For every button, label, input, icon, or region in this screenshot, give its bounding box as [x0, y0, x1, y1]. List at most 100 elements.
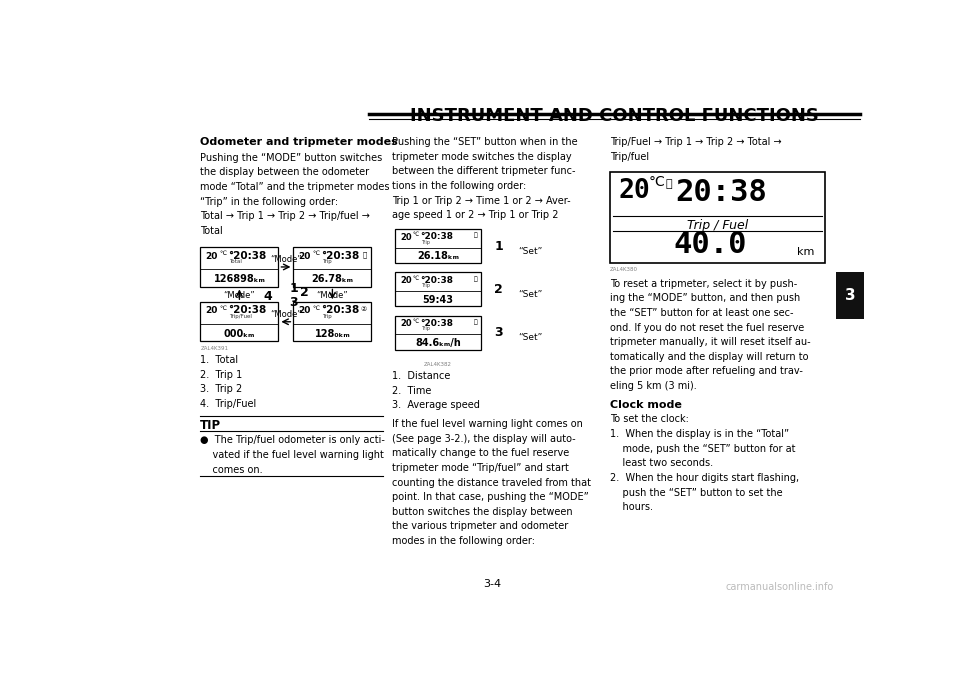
Text: ℃: ℃	[219, 251, 226, 256]
Text: °C: °C	[648, 176, 665, 189]
Text: counting the distance traveled from that: counting the distance traveled from that	[392, 477, 590, 487]
FancyBboxPatch shape	[836, 272, 864, 319]
Text: If the fuel level warning light comes on: If the fuel level warning light comes on	[392, 419, 583, 429]
Text: vated if the fuel level warning light: vated if the fuel level warning light	[201, 450, 384, 460]
Text: 2: 2	[300, 286, 309, 299]
Text: 59:43: 59:43	[422, 294, 453, 304]
Text: tripmeter mode “Trip/fuel” and start: tripmeter mode “Trip/fuel” and start	[392, 463, 568, 473]
Text: 40.0: 40.0	[673, 230, 747, 259]
FancyBboxPatch shape	[396, 229, 481, 263]
Text: Trip 1 or Trip 2 → Time 1 or 2 → Aver-: Trip 1 or Trip 2 → Time 1 or 2 → Aver-	[392, 196, 570, 205]
Text: “Mode”: “Mode”	[270, 310, 301, 319]
Text: 2.  Trip 1: 2. Trip 1	[201, 370, 243, 380]
Text: INSTRUMENT AND CONTROL FUNCTIONS: INSTRUMENT AND CONTROL FUNCTIONS	[410, 107, 819, 125]
Text: °20:38: °20:38	[420, 275, 453, 285]
Text: ⓪: ⓪	[474, 319, 478, 325]
Text: 2.  Time: 2. Time	[392, 386, 431, 396]
Text: Total: Total	[228, 260, 242, 264]
Text: Total → Trip 1 → Trip 2 → Trip/fuel →: Total → Trip 1 → Trip 2 → Trip/fuel →	[201, 212, 371, 221]
Text: Trip: Trip	[420, 326, 429, 332]
Text: carmanualsonline.info: carmanualsonline.info	[726, 582, 834, 592]
Text: ℃: ℃	[312, 306, 319, 311]
Text: Trip / Fuel: Trip / Fuel	[686, 219, 748, 232]
Text: the various tripmeter and odometer: the various tripmeter and odometer	[392, 521, 567, 532]
Text: comes on.: comes on.	[201, 464, 263, 475]
Text: button switches the display between: button switches the display between	[392, 507, 572, 517]
Text: 1: 1	[494, 239, 503, 253]
Text: Trip/Fuel: Trip/Fuel	[228, 314, 252, 319]
Text: matically change to the fuel reserve: matically change to the fuel reserve	[392, 448, 569, 458]
Text: °20:38: °20:38	[420, 233, 453, 241]
Text: 3: 3	[845, 288, 855, 303]
Text: the “SET” button for at least one sec-: the “SET” button for at least one sec-	[610, 308, 793, 318]
Text: least two seconds.: least two seconds.	[610, 458, 712, 468]
Text: ond. If you do not reset the fuel reserve: ond. If you do not reset the fuel reserv…	[610, 323, 804, 332]
Text: ZAL4K391: ZAL4K391	[201, 346, 228, 351]
Text: 20: 20	[299, 306, 311, 315]
Text: Trip: Trip	[420, 239, 429, 245]
Text: age speed 1 or 2 → Trip 1 or Trip 2: age speed 1 or 2 → Trip 1 or Trip 2	[392, 210, 558, 220]
Text: ②: ②	[361, 306, 367, 312]
Text: 2: 2	[494, 283, 503, 296]
Text: ℃: ℃	[219, 306, 226, 311]
Text: tripmeter manually, it will reset itself au-: tripmeter manually, it will reset itself…	[610, 337, 810, 347]
Text: 3.  Average speed: 3. Average speed	[392, 400, 479, 410]
FancyBboxPatch shape	[294, 247, 372, 287]
Text: mode, push the “SET” button for at: mode, push the “SET” button for at	[610, 443, 795, 454]
Text: Trip/Fuel → Trip 1 → Trip 2 → Total →: Trip/Fuel → Trip 1 → Trip 2 → Total →	[610, 137, 781, 147]
Text: 20: 20	[400, 233, 412, 242]
FancyBboxPatch shape	[294, 302, 372, 341]
Text: 000ₖₘ: 000ₖₘ	[224, 329, 255, 338]
Text: 20: 20	[618, 178, 650, 204]
Text: mode “Total” and the tripmeter modes: mode “Total” and the tripmeter modes	[201, 182, 390, 192]
Text: 20: 20	[400, 276, 412, 285]
Text: 20: 20	[205, 306, 218, 315]
Text: 3: 3	[290, 296, 299, 308]
Text: 20: 20	[400, 319, 412, 328]
Text: “Mode”: “Mode”	[317, 291, 348, 300]
Text: Clock mode: Clock mode	[610, 400, 682, 410]
Text: Pushing the “SET” button when in the: Pushing the “SET” button when in the	[392, 137, 577, 147]
Text: 26.78ₖₘ: 26.78ₖₘ	[311, 274, 353, 283]
Text: tomatically and the display will return to: tomatically and the display will return …	[610, 352, 808, 362]
Text: “Set”: “Set”	[518, 247, 542, 256]
Text: Odometer and tripmeter modes: Odometer and tripmeter modes	[201, 137, 398, 147]
Text: 1.  When the display is in the “Total”: 1. When the display is in the “Total”	[610, 429, 789, 439]
Text: ●  The Trip/fuel odometer is only acti-: ● The Trip/fuel odometer is only acti-	[201, 435, 385, 445]
Text: 26.18ₖₘ: 26.18ₖₘ	[417, 252, 459, 261]
Text: 84.6ₖₘ/h: 84.6ₖₘ/h	[415, 338, 461, 348]
Text: To reset a tripmeter, select it by push-: To reset a tripmeter, select it by push-	[610, 279, 797, 289]
FancyBboxPatch shape	[396, 273, 481, 306]
Text: 1.  Total: 1. Total	[201, 355, 238, 365]
FancyBboxPatch shape	[610, 172, 826, 263]
Text: ℃: ℃	[413, 233, 419, 237]
Text: point. In that case, pushing the “MODE”: point. In that case, pushing the “MODE”	[392, 492, 588, 502]
Text: eling 5 km (3 mi).: eling 5 km (3 mi).	[610, 381, 696, 391]
Text: modes in the following order:: modes in the following order:	[392, 536, 535, 546]
Text: 2.  When the hour digits start flashing,: 2. When the hour digits start flashing,	[610, 473, 799, 483]
Text: between the different tripmeter func-: between the different tripmeter func-	[392, 167, 575, 176]
Text: °20:38: °20:38	[420, 319, 453, 328]
Text: 20: 20	[205, 252, 218, 260]
Text: Trip: Trip	[420, 283, 429, 288]
Text: ZAL4K382: ZAL4K382	[424, 361, 452, 367]
Text: the prior mode after refueling and trav-: the prior mode after refueling and trav-	[610, 366, 803, 376]
Text: 126898ₖₘ: 126898ₖₘ	[213, 274, 265, 283]
Text: ing the “MODE” button, and then push: ing the “MODE” button, and then push	[610, 294, 800, 303]
Text: To set the clock:: To set the clock:	[610, 414, 688, 424]
Text: 20: 20	[299, 252, 311, 260]
Text: tions in the following order:: tions in the following order:	[392, 181, 526, 191]
Text: ℃: ℃	[413, 319, 419, 324]
Text: the display between the odometer: the display between the odometer	[201, 167, 370, 178]
Text: 1: 1	[290, 281, 299, 295]
Text: ℃: ℃	[312, 251, 319, 256]
Text: “Mode”: “Mode”	[224, 291, 255, 300]
Text: Trip/fuel: Trip/fuel	[610, 152, 649, 162]
Text: ⓪: ⓪	[474, 276, 478, 281]
Text: 3.  Trip 2: 3. Trip 2	[201, 384, 243, 394]
Text: 20:38: 20:38	[675, 178, 767, 207]
Text: “Set”: “Set”	[518, 334, 542, 342]
Text: °20:38: °20:38	[322, 305, 360, 315]
Text: 3: 3	[494, 326, 503, 339]
Text: Trip: Trip	[322, 314, 331, 319]
